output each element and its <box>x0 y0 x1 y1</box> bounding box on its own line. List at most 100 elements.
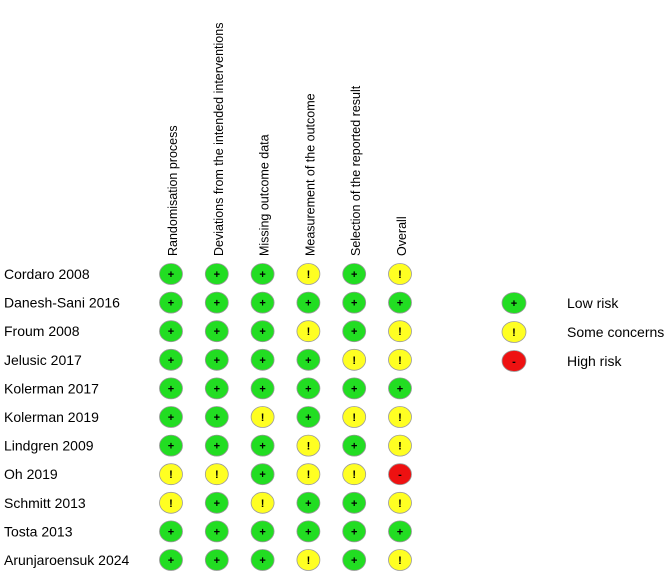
table-row: Kolerman 2019 + +! +!! <box>4 406 412 428</box>
rating-symbol: + <box>214 298 220 310</box>
rating-dot-some <box>388 348 412 371</box>
rating-dot-some <box>388 491 412 514</box>
rating-dot-low <box>204 491 229 514</box>
rating-symbol: + <box>259 383 265 395</box>
rating-dot-low <box>250 520 275 543</box>
rating-symbol: + <box>259 298 265 310</box>
rating-dot-high <box>388 463 412 486</box>
rating-dot-some <box>159 491 183 514</box>
rating-dot-low <box>388 377 412 400</box>
table-row: Froum 2008 + + +! +! <box>4 320 412 343</box>
rating-symbol: ! <box>215 469 219 481</box>
rating-dot-low <box>342 520 367 543</box>
rating-symbol: + <box>305 383 311 395</box>
rating-dot-some <box>388 263 412 285</box>
rating-symbol: ! <box>352 355 356 367</box>
rating-symbol: ! <box>352 412 356 424</box>
rating-symbol: + <box>351 298 357 310</box>
rating-symbol: + <box>214 526 220 538</box>
rating-dot-low <box>250 291 275 314</box>
rating-symbol: ! <box>261 412 265 424</box>
rating-dot-low <box>342 320 367 343</box>
legend-symbol: - <box>512 356 516 368</box>
rating-dot-some <box>388 406 412 428</box>
rating-dot-low <box>342 377 367 400</box>
study-label: Kolerman 2017 <box>4 380 99 396</box>
rating-symbol: + <box>351 326 357 338</box>
rating-dot-low <box>342 491 367 514</box>
column-header: Randomisation process <box>166 125 180 256</box>
rating-symbol: + <box>351 383 357 395</box>
rating-dot-some <box>296 263 321 285</box>
rating-dot-low <box>204 320 229 343</box>
rating-symbol: + <box>305 412 311 424</box>
rating-symbol: + <box>397 298 403 310</box>
legend-item-some: ! Some concerns <box>501 321 664 343</box>
rating-symbol: + <box>259 269 265 281</box>
rating-symbol: + <box>259 555 265 567</box>
rating-symbol: ! <box>398 269 402 281</box>
rating-dot-low <box>159 434 183 457</box>
rating-dot-some <box>388 549 412 571</box>
legend-label: Some concerns <box>567 324 664 340</box>
legend-label: Low risk <box>567 295 619 311</box>
rating-symbol: + <box>168 383 174 395</box>
rating-symbol: + <box>168 355 174 367</box>
rating-dot-some <box>250 491 275 514</box>
rating-symbol: + <box>168 526 174 538</box>
rating-symbol: + <box>259 326 265 338</box>
rating-symbol: + <box>397 526 403 538</box>
rating-dot-low <box>204 291 229 314</box>
rating-symbol: + <box>214 326 220 338</box>
study-label: Tosta 2013 <box>4 523 73 539</box>
rating-symbol: + <box>351 498 357 510</box>
table-row: Danesh-Sani 2016 + + + + + + <box>4 291 412 314</box>
rating-dot-some <box>342 406 367 428</box>
rating-dot-low <box>250 348 275 371</box>
rating-symbol: + <box>259 526 265 538</box>
column-header: Missing outcome data <box>258 134 272 256</box>
column-headers: Randomisation process Deviations from the… <box>166 23 409 256</box>
column-header: Selection of the reported result <box>349 85 363 256</box>
rating-symbol: ! <box>261 498 265 510</box>
rating-symbol: ! <box>398 412 402 424</box>
study-label: Arunjaroensuk 2024 <box>4 552 130 568</box>
rating-symbol: + <box>214 269 220 281</box>
study-label: Jelusic 2017 <box>4 352 82 368</box>
legend-symbol: + <box>511 298 517 310</box>
table-row: Jelusic 2017 + + + +!! <box>4 348 412 371</box>
rating-dot-low <box>204 549 229 571</box>
table-row: Arunjaroensuk 2024 + + +! +! <box>4 549 412 571</box>
table-row: Kolerman 2017 + + + + + + <box>4 377 412 400</box>
rating-dot-low <box>296 291 321 314</box>
rating-symbol: ! <box>307 326 311 338</box>
rating-dot-low <box>296 406 321 428</box>
rating-symbol: + <box>259 469 265 481</box>
rating-dot-some <box>159 463 183 486</box>
legend-item-low: + Low risk <box>501 292 619 314</box>
rating-dot-some <box>342 463 367 486</box>
legend-dot <box>501 350 527 372</box>
rating-dot-some <box>204 463 229 486</box>
study-label: Cordaro 2008 <box>4 266 90 282</box>
rating-symbol: ! <box>352 469 356 481</box>
rating-dot-some <box>296 463 321 486</box>
rating-dot-low <box>342 263 367 285</box>
rating-dot-low <box>204 263 229 285</box>
rating-dot-low <box>204 377 229 400</box>
column-header: Measurement of the outcome <box>303 93 317 256</box>
rating-dot-low <box>204 520 229 543</box>
table-row: Cordaro 2008 + + +! +! <box>4 263 412 285</box>
rating-symbol: ! <box>307 269 311 281</box>
rating-dot-some <box>296 320 321 343</box>
rating-symbol: ! <box>398 441 402 453</box>
rating-symbol: + <box>351 269 357 281</box>
rating-dot-low <box>159 377 183 400</box>
rating-symbol: + <box>168 555 174 567</box>
rating-dot-low <box>342 549 367 571</box>
rating-dot-low <box>159 520 183 543</box>
rating-dot-low <box>342 434 367 457</box>
legend-symbol: ! <box>512 327 516 339</box>
rating-dot-low <box>204 406 229 428</box>
rating-symbol: ! <box>398 355 402 367</box>
